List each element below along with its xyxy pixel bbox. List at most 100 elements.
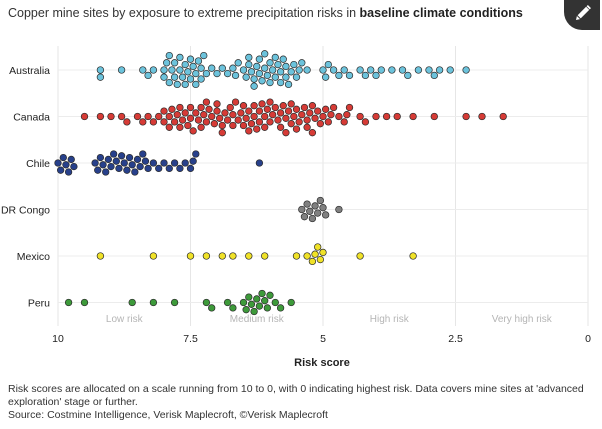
data-point bbox=[229, 252, 237, 260]
data-point bbox=[136, 162, 144, 171]
data-point bbox=[213, 100, 221, 108]
data-point bbox=[168, 105, 176, 113]
data-point bbox=[131, 168, 139, 176]
data-point bbox=[96, 73, 105, 81]
data-point bbox=[210, 120, 219, 128]
data-point bbox=[237, 109, 245, 117]
data-point bbox=[335, 112, 343, 121]
data-point bbox=[274, 116, 282, 124]
data-point bbox=[245, 252, 253, 260]
data-point bbox=[139, 66, 147, 74]
data-point bbox=[292, 125, 301, 133]
data-point bbox=[308, 257, 317, 266]
data-point bbox=[279, 102, 287, 110]
data-point bbox=[202, 98, 211, 106]
data-point bbox=[202, 69, 211, 78]
data-point bbox=[311, 114, 319, 122]
x-tick-label: 0 bbox=[585, 333, 591, 345]
data-point bbox=[298, 111, 306, 119]
data-point bbox=[303, 66, 311, 74]
data-point bbox=[231, 71, 240, 80]
data-point bbox=[255, 118, 264, 126]
data-point bbox=[181, 60, 189, 69]
data-point bbox=[290, 112, 298, 121]
data-point bbox=[160, 159, 168, 167]
data-point bbox=[247, 120, 256, 128]
data-point bbox=[218, 64, 226, 72]
data-point bbox=[435, 66, 444, 74]
data-point bbox=[462, 66, 470, 74]
data-point bbox=[221, 109, 229, 117]
data-point bbox=[261, 123, 269, 131]
data-point bbox=[165, 123, 173, 131]
data-point bbox=[361, 118, 370, 126]
data-point bbox=[247, 68, 256, 76]
data-point bbox=[319, 112, 327, 121]
data-point bbox=[96, 66, 105, 74]
risk-band-labels: Low risk Medium risk High risk Very high ri… bbox=[106, 314, 553, 325]
data-point bbox=[168, 66, 176, 74]
data-point bbox=[271, 103, 279, 112]
data-point bbox=[295, 118, 303, 126]
data-point bbox=[261, 252, 269, 260]
risk-band-label: Low risk bbox=[106, 314, 144, 325]
data-point bbox=[205, 105, 213, 113]
data-point bbox=[189, 62, 197, 71]
data-point bbox=[242, 306, 250, 314]
data-point bbox=[213, 107, 221, 115]
data-point bbox=[149, 252, 158, 260]
data-point bbox=[109, 150, 118, 158]
data-point bbox=[178, 116, 187, 124]
data-point bbox=[120, 159, 128, 167]
data-point bbox=[319, 204, 327, 212]
data-point bbox=[372, 112, 380, 121]
data-point bbox=[271, 73, 279, 81]
data-point bbox=[170, 159, 179, 167]
x-tick-label: 2.5 bbox=[448, 333, 463, 345]
data-point bbox=[250, 102, 258, 110]
data-point bbox=[226, 103, 234, 112]
data-point bbox=[239, 66, 248, 74]
data-point bbox=[382, 112, 391, 121]
data-point bbox=[345, 103, 354, 112]
grid-layer bbox=[57, 46, 589, 326]
data-point bbox=[149, 298, 158, 307]
data-point bbox=[155, 112, 163, 121]
data-point bbox=[258, 289, 266, 298]
data-point bbox=[200, 111, 208, 119]
data-point bbox=[250, 82, 258, 90]
data-point bbox=[144, 164, 152, 173]
data-point bbox=[125, 153, 134, 162]
data-point bbox=[266, 59, 274, 67]
data-point bbox=[266, 98, 274, 106]
data-point bbox=[388, 66, 396, 74]
data-point bbox=[263, 304, 272, 312]
data-point bbox=[324, 60, 332, 69]
data-point bbox=[292, 105, 301, 113]
risk-band-label: Medium risk bbox=[230, 314, 285, 325]
data-point bbox=[303, 116, 311, 124]
data-point bbox=[96, 153, 105, 162]
data-point bbox=[253, 125, 261, 133]
data-point bbox=[255, 69, 264, 78]
data-point bbox=[96, 252, 105, 260]
data-point bbox=[215, 114, 224, 122]
data-point bbox=[303, 252, 311, 260]
data-point bbox=[282, 129, 290, 137]
category-labels: Australia Canada Chile DR Congo Mexico Peru bbox=[1, 65, 50, 310]
data-point bbox=[155, 164, 163, 173]
data-point bbox=[170, 59, 179, 67]
data-point bbox=[316, 196, 325, 205]
data-point bbox=[303, 123, 311, 131]
data-point bbox=[276, 78, 285, 87]
data-point bbox=[303, 200, 311, 208]
data-point bbox=[139, 150, 147, 158]
pencil-icon bbox=[575, 5, 591, 21]
category-label: Canada bbox=[13, 112, 50, 124]
data-point bbox=[117, 152, 126, 160]
data-point bbox=[149, 118, 158, 126]
data-point bbox=[67, 155, 75, 164]
data-point bbox=[141, 157, 150, 165]
data-point bbox=[229, 111, 237, 119]
edit-button[interactable] bbox=[564, 0, 600, 30]
